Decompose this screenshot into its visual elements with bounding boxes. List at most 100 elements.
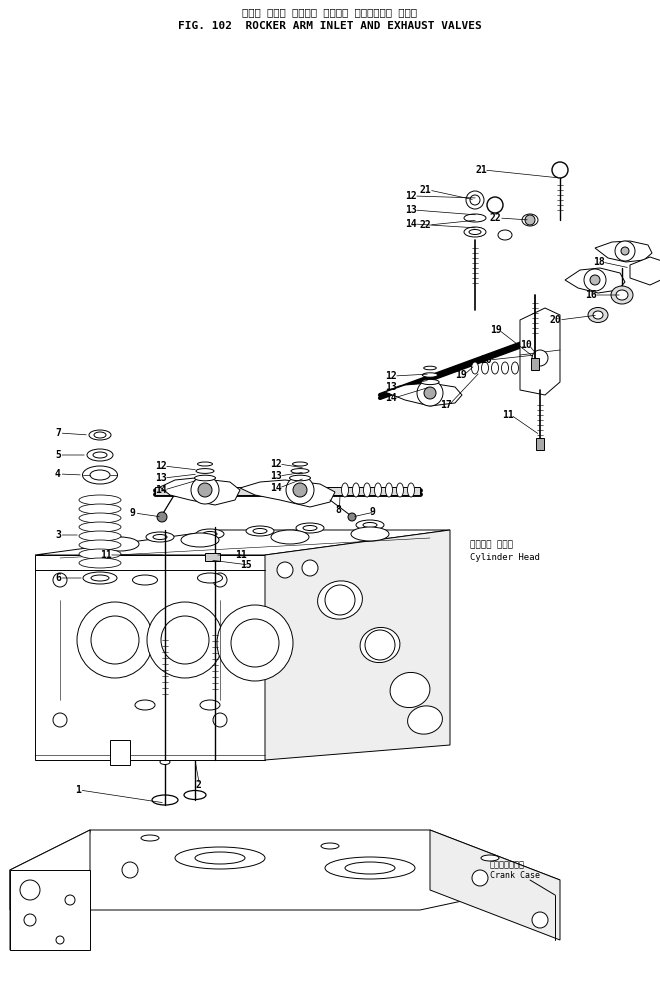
Text: 8: 8 [335, 505, 341, 515]
Ellipse shape [79, 522, 121, 532]
Circle shape [277, 562, 293, 578]
Text: 9: 9 [370, 507, 376, 517]
Text: 6: 6 [55, 573, 61, 583]
Ellipse shape [291, 469, 309, 474]
Ellipse shape [469, 230, 481, 235]
Text: 7: 7 [55, 428, 61, 438]
Ellipse shape [271, 530, 309, 544]
Circle shape [532, 350, 548, 366]
Circle shape [56, 936, 64, 944]
Text: 16: 16 [585, 290, 597, 300]
Polygon shape [385, 383, 462, 406]
Circle shape [348, 513, 356, 521]
Circle shape [53, 573, 67, 587]
Ellipse shape [512, 362, 519, 374]
Text: 11: 11 [100, 550, 112, 560]
Ellipse shape [390, 673, 430, 708]
Text: 13: 13 [155, 473, 167, 483]
Text: 1: 1 [75, 785, 81, 795]
Bar [110, 740, 130, 765]
Ellipse shape [79, 504, 121, 514]
Polygon shape [10, 830, 90, 910]
Ellipse shape [133, 575, 158, 585]
Text: 3: 3 [55, 530, 61, 540]
Polygon shape [160, 478, 240, 505]
Ellipse shape [303, 525, 317, 530]
Circle shape [198, 483, 212, 497]
Circle shape [472, 870, 488, 886]
Ellipse shape [93, 452, 107, 458]
Ellipse shape [190, 752, 200, 757]
Text: クランクケース: クランクケース [490, 860, 525, 869]
Text: 12: 12 [270, 459, 282, 469]
Polygon shape [35, 555, 265, 760]
Circle shape [584, 269, 606, 291]
Ellipse shape [197, 462, 213, 466]
Text: 14: 14 [405, 219, 416, 229]
Polygon shape [520, 308, 560, 395]
Text: 17: 17 [440, 400, 451, 410]
Circle shape [24, 914, 36, 926]
Circle shape [590, 275, 600, 285]
Text: 12: 12 [405, 191, 416, 201]
Ellipse shape [364, 483, 370, 497]
Ellipse shape [464, 214, 486, 222]
Circle shape [621, 247, 629, 255]
Circle shape [157, 512, 167, 522]
Ellipse shape [91, 575, 109, 581]
Ellipse shape [385, 483, 393, 497]
Polygon shape [630, 257, 660, 285]
Ellipse shape [356, 520, 384, 530]
Ellipse shape [325, 857, 415, 879]
Ellipse shape [498, 230, 512, 240]
Ellipse shape [146, 532, 174, 542]
Polygon shape [565, 268, 625, 293]
Ellipse shape [481, 855, 499, 861]
Polygon shape [430, 830, 560, 940]
Circle shape [213, 713, 227, 727]
Text: 11: 11 [502, 410, 513, 420]
Circle shape [147, 602, 223, 678]
Text: 10: 10 [520, 340, 532, 350]
Bar [536, 438, 544, 450]
Ellipse shape [492, 362, 498, 374]
Polygon shape [80, 830, 560, 910]
Ellipse shape [424, 367, 436, 370]
Text: 12: 12 [155, 461, 167, 471]
Ellipse shape [421, 380, 439, 385]
Text: 15: 15 [240, 560, 251, 570]
Polygon shape [265, 530, 450, 760]
Ellipse shape [408, 706, 442, 734]
Circle shape [552, 162, 568, 178]
Circle shape [487, 197, 503, 213]
Circle shape [302, 560, 318, 576]
Polygon shape [10, 870, 90, 950]
Ellipse shape [522, 214, 538, 226]
Circle shape [161, 616, 209, 664]
Ellipse shape [79, 513, 121, 523]
Ellipse shape [135, 700, 155, 710]
Text: 2: 2 [195, 780, 201, 790]
Ellipse shape [203, 531, 217, 536]
Text: 13: 13 [385, 382, 397, 392]
Text: 21: 21 [475, 165, 487, 175]
Ellipse shape [352, 483, 360, 497]
Text: Cylinder Head: Cylinder Head [470, 554, 540, 563]
Ellipse shape [153, 534, 167, 539]
Text: 19: 19 [490, 325, 502, 335]
Text: 5: 5 [55, 450, 61, 460]
Text: 19: 19 [455, 370, 467, 380]
Ellipse shape [253, 528, 267, 533]
Circle shape [365, 630, 395, 660]
Ellipse shape [611, 286, 633, 304]
Text: 18: 18 [593, 257, 605, 267]
Circle shape [231, 619, 279, 667]
Ellipse shape [196, 469, 214, 474]
Ellipse shape [321, 843, 339, 849]
Ellipse shape [593, 311, 603, 319]
Text: FIG. 102  ROCKER ARM INLET AND EXHAUST VALVES: FIG. 102 ROCKER ARM INLET AND EXHAUST VA… [178, 21, 482, 31]
Ellipse shape [181, 533, 219, 547]
Circle shape [122, 862, 138, 878]
Text: 22: 22 [420, 220, 432, 230]
Text: 4: 4 [55, 469, 61, 479]
